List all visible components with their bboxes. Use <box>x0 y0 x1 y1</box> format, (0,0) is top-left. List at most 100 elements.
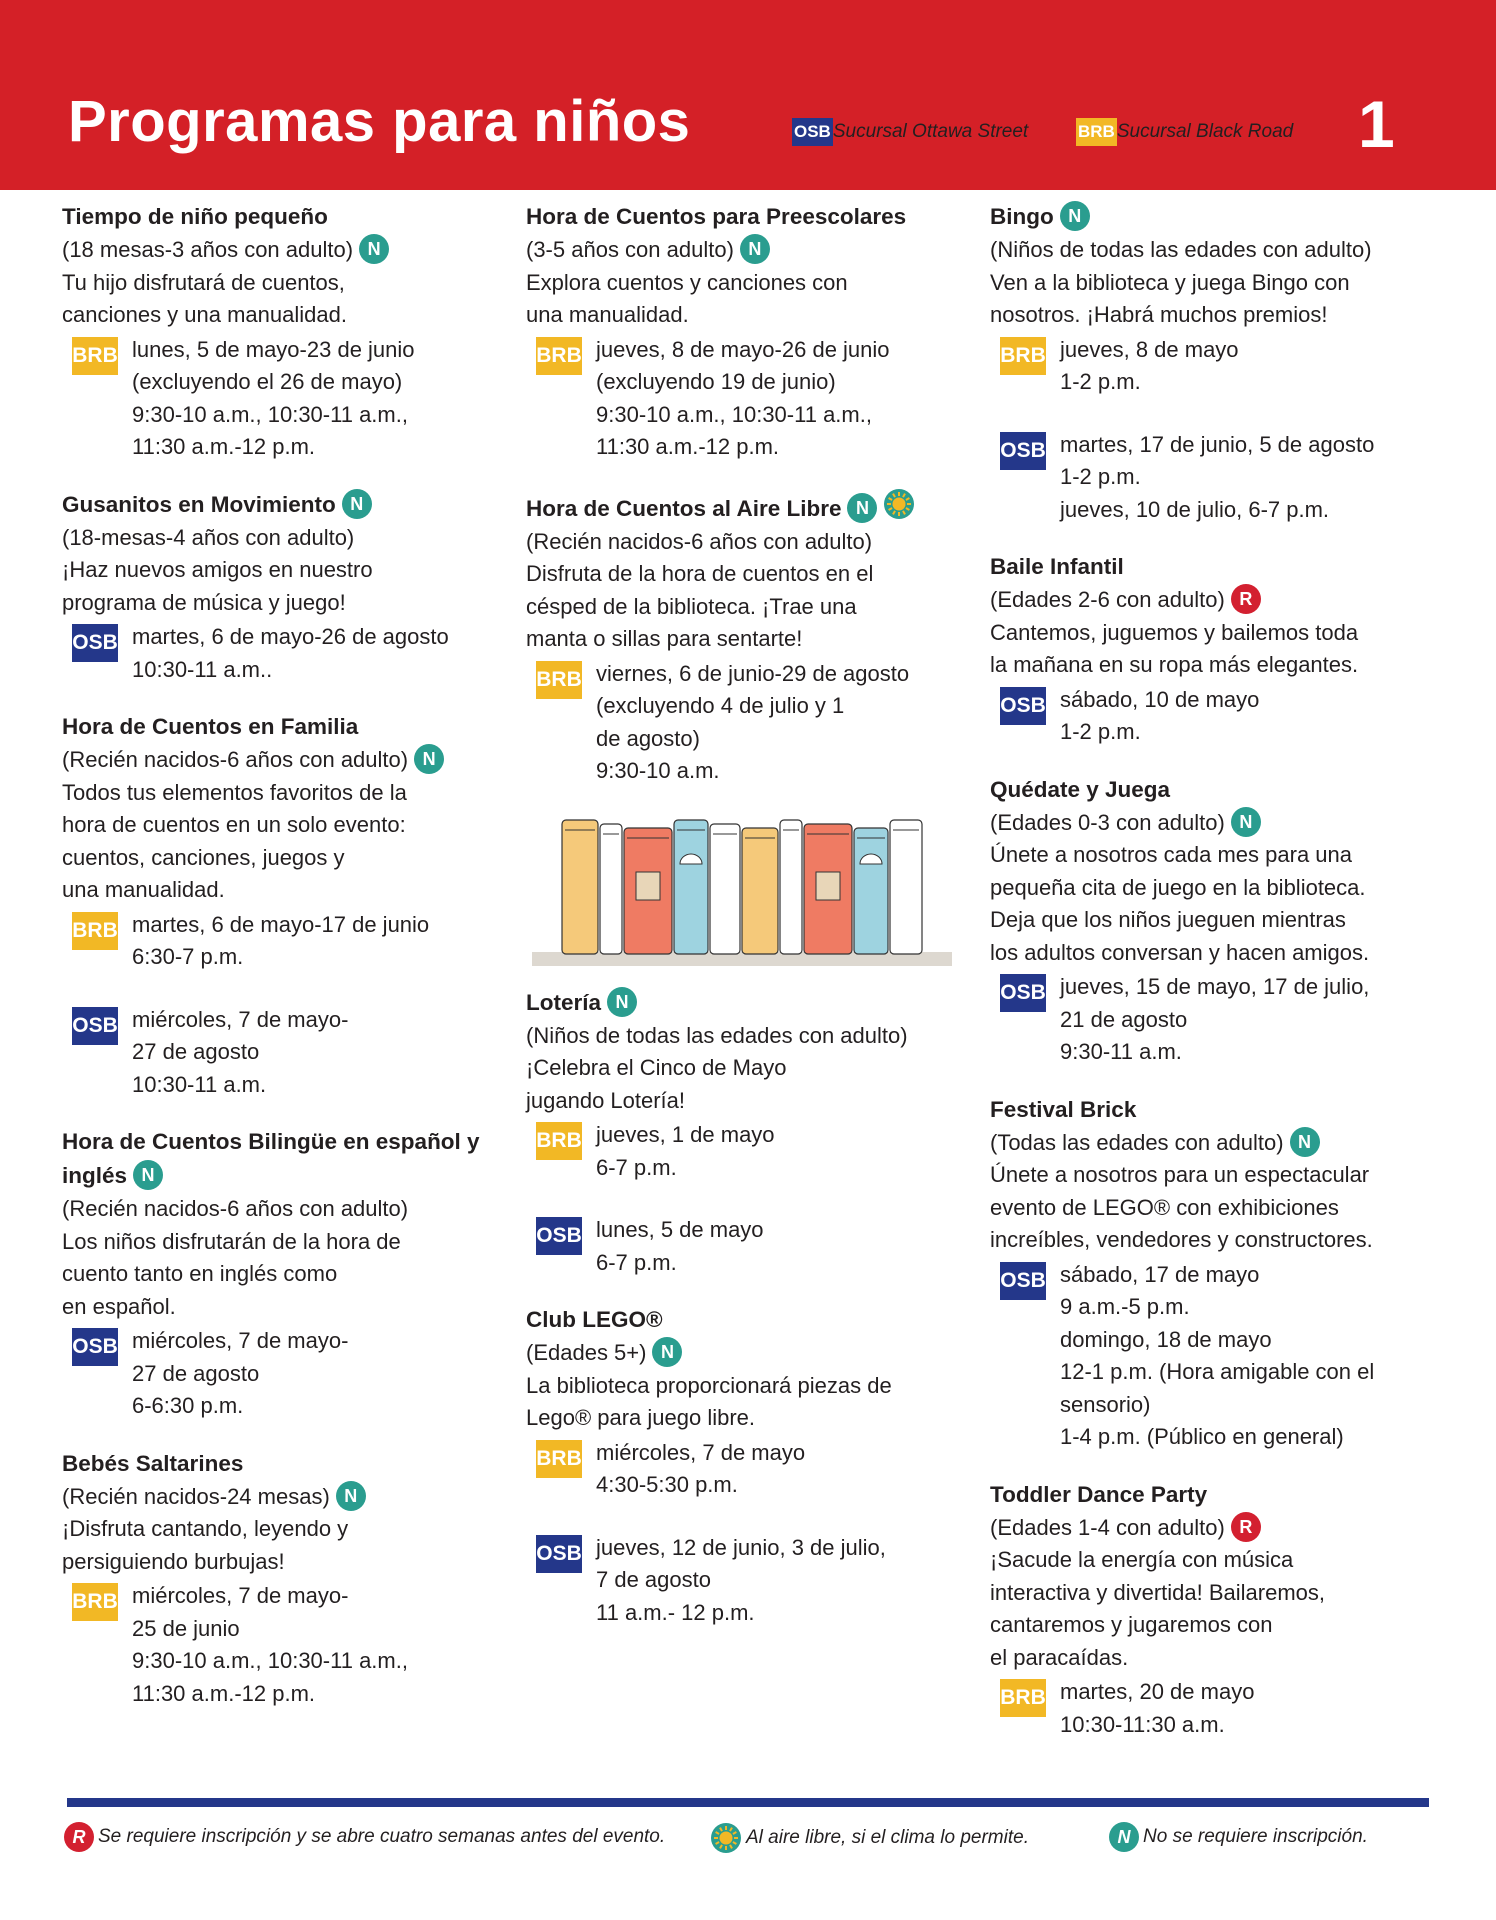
schedule-line: sábado, 10 de mayo <box>1060 686 1260 712</box>
description-line: ¡Sacude la energía con música <box>990 1547 1294 1572</box>
program-age: (Edades 0-3 con adulto) <box>990 809 1225 835</box>
badge: N <box>1289 1126 1320 1157</box>
schedule-line: miércoles, 7 de mayo <box>596 1439 806 1465</box>
age-row: (3-5 años con adulto) N <box>526 234 976 267</box>
schedule: OSB martes, 6 de mayo-26 de agosto 10:30-1… <box>62 621 512 686</box>
schedule-line: jueves, 12 de junio, 3 de julio, <box>596 1534 886 1560</box>
badge: N <box>652 1337 683 1367</box>
schedule-line: 11 a.m.- 12 p.m. <box>596 1599 755 1625</box>
program-title: Hora de Cuentos Bilingüe en español y in… <box>62 1129 480 1188</box>
schedule: BRB jueves, 8 de mayo 1-2 p.m. <box>990 334 1440 399</box>
program-age: (Niños de todas las edades con adulto) <box>526 1022 908 1048</box>
age-row: (Edades 1-4 con adulto) R <box>990 1511 1440 1545</box>
program-title: Club LEGO® <box>526 1307 663 1332</box>
program: Bingo N (Niños de todas las edades con adu… <box>990 200 1440 526</box>
branch-code: BRB <box>1076 118 1117 146</box>
program-title-row: Hora de Cuentos Bilingüe en español y in… <box>62 1125 512 1193</box>
branch-badge: BRB <box>1000 336 1046 375</box>
note-text: No se requiere inscripción. <box>1143 1826 1368 1847</box>
schedule-line: 1-2 p.m. <box>1060 719 1141 744</box>
branch-badge: BRB <box>536 1122 582 1160</box>
schedule-line: (excluyendo 4 de julio y 1 <box>596 693 845 718</box>
program: Club LEGO® (Edades 5+) N La biblioteca prop… <box>526 1303 976 1629</box>
description-line: Cantemos, juguemos y bailemos toda <box>990 619 1359 645</box>
description-line: cuento tanto en inglés como <box>62 1261 338 1286</box>
description-line: Todos tus elementos favoritos de la <box>62 779 407 805</box>
badge: N <box>359 234 390 264</box>
description-line: ¡Celebra el Cinco de Mayo <box>526 1055 787 1080</box>
description-line: Tu hijo disfrutará de cuentos, <box>62 269 345 295</box>
schedule-line: jueves, 8 de mayo <box>1060 336 1239 362</box>
schedule-line: jueves, 8 de mayo-26 de junio <box>596 336 890 362</box>
program-title: Hora de Cuentos para Preescolares <box>526 204 907 229</box>
branch-badge: BRB <box>536 1439 582 1478</box>
schedule: BRB miércoles, 7 de mayo- 25 de junio 9:30-… <box>62 1580 512 1710</box>
program-title-row: Hora de Cuentos para Preescolares <box>526 200 976 234</box>
schedule-line: 1-2 p.m. <box>1060 464 1141 489</box>
note-text: Al aire libre, si el clima lo permite. <box>746 1827 1029 1848</box>
schedule: BRB jueves, 8 de mayo-26 de junio (excluye… <box>526 334 976 464</box>
legend-item: OSB Sucursal Ottawa Street <box>792 118 1028 146</box>
description-line: ¡Disfruta cantando, leyendo y <box>62 1516 349 1541</box>
description-line: persiguiendo burbujas! <box>62 1548 285 1574</box>
program-title: Quédate y Juega <box>990 776 1171 802</box>
column: Tiempo de niño pequeño (18 mesas-3 años c… <box>62 200 512 1734</box>
schedule-line: 9:30-10 a.m., 10:30-11 a.m., <box>132 401 408 427</box>
age-row: (Niños de todas las edades con adulto) <box>990 234 1440 267</box>
badge: N <box>335 1480 366 1511</box>
description-line: ¡Haz nuevos amigos en nuestro <box>62 557 373 582</box>
schedule-line: 6:30-7 p.m. <box>132 944 244 969</box>
badge: N <box>1230 806 1261 837</box>
program-age: (Recién nacidos-6 años con adulto) <box>62 1196 409 1221</box>
program-title: Baile Infantil <box>990 554 1124 579</box>
program-age: (Edades 2-6 con adulto) <box>990 587 1225 612</box>
schedule-line: martes, 6 de mayo-17 de junio <box>132 911 430 937</box>
age-row: (Edades 2-6 con adulto) R <box>990 584 1440 617</box>
program-title-row: Gusanitos en Movimiento N <box>62 488 512 522</box>
description-line: programa de música y juego! <box>62 589 346 615</box>
schedule: BRB miércoles, 7 de mayo 4:30-5:30 p.m. <box>526 1437 976 1502</box>
schedule-line: 11:30 a.m.-12 p.m. <box>596 434 780 459</box>
schedule-line: 9:30-10 a.m. <box>596 758 720 783</box>
schedule-line: 12-1 p.m. (Hora amigable con el <box>1060 1359 1375 1384</box>
schedule-line: domingo, 18 de mayo <box>1060 1326 1272 1352</box>
schedule-line: miércoles, 7 de mayo- <box>132 1328 349 1353</box>
schedule-line: de agosto) <box>596 725 700 751</box>
branch-badge: OSB <box>1000 686 1046 725</box>
program-title-row: Hora de Cuentos al Aire Libre N <box>526 488 976 526</box>
program-title-row: Quédate y Juega <box>990 773 1440 807</box>
schedule-line: viernes, 6 de junio-29 de agosto <box>596 660 910 686</box>
program-age: (Recién nacidos-6 años con adulto) <box>62 747 409 772</box>
age-row: (Niños de todas las edades con adulto) <box>526 1020 976 1053</box>
age-row: (Edades 0-3 con adulto) N <box>990 806 1440 840</box>
badge: N <box>133 1160 164 1190</box>
schedule-line: 25 de junio <box>132 1615 240 1641</box>
description-line: una manualidad. <box>62 877 225 902</box>
program: Bebés Saltarines (Recién nacidos-24 mesas… <box>62 1447 512 1711</box>
description-line: evento de LEGO® con exhibiciones <box>990 1194 1339 1220</box>
program-age: (18-mesas-4 años con adulto) <box>62 524 355 550</box>
program: Hora de Cuentos en Familia (Recién nacido… <box>62 710 512 1101</box>
books-illustration <box>532 818 952 966</box>
schedule-line: 27 de agosto <box>132 1039 260 1064</box>
description-line: interactiva y divertida! Bailaremos, <box>990 1579 1326 1605</box>
schedule-line: martes, 6 de mayo-26 de agosto <box>132 624 449 649</box>
branch-badge: BRB <box>1000 1679 1046 1717</box>
description-line: Disfruta de la hora de cuentos en el <box>526 561 874 586</box>
schedule-line: 6-7 p.m. <box>596 1154 677 1180</box>
legend-item: BRB Sucursal Black Road <box>1076 118 1293 146</box>
description-line: en español. <box>62 1293 176 1319</box>
schedule-line: 27 de agosto <box>132 1360 260 1386</box>
description-line: Lego® para juego libre. <box>526 1405 756 1430</box>
schedule-line: 6-7 p.m. <box>596 1249 677 1275</box>
footer-rule <box>67 1798 1429 1807</box>
branch-badge: BRB <box>72 1583 118 1621</box>
footer-note: R Se requiere inscripción y se abre cuatr… <box>64 1822 665 1852</box>
badge: N <box>607 986 638 1017</box>
schedule: BRB lunes, 5 de mayo-23 de junio (excluyen… <box>62 334 512 464</box>
description-line: cantaremos y jugaremos con <box>990 1612 1273 1637</box>
program-title: Bingo <box>990 204 1054 229</box>
description-line: césped de la biblioteca. ¡Trae una <box>526 593 857 619</box>
age-row: (Edades 5+) N <box>526 1337 976 1370</box>
